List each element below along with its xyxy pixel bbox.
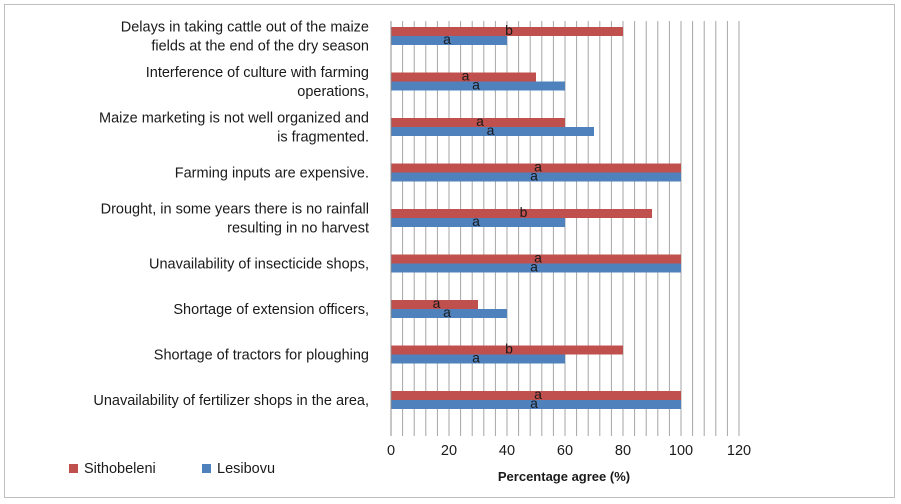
significance-letter: b: [520, 204, 528, 220]
bar-sithobeleni: [391, 27, 623, 36]
legend-label-lesibovu: Lesibovu: [217, 461, 275, 477]
bar-lesibovu: [391, 400, 681, 409]
category-label: Shortage of extension officers,: [173, 302, 369, 318]
category-label: Unavailability of insecticide shops,: [149, 257, 369, 273]
x-axis-title: Percentage agree (%): [498, 469, 630, 484]
significance-letter: a: [530, 395, 538, 411]
x-tick-label: 40: [499, 443, 515, 459]
legend: Sithobeleni Lesibovu: [69, 461, 275, 477]
category-label: Shortage of tractors for ploughing: [154, 348, 369, 364]
x-tick-labels: 0 20 40 60 80 100 120: [387, 443, 751, 459]
significance-letter: a: [472, 213, 480, 229]
bar-lesibovu: [391, 36, 507, 45]
bar-lesibovu: [391, 127, 594, 136]
bar-sithobeleni: [391, 118, 565, 127]
bar-lesibovu: [391, 81, 565, 91]
bar-sithobeleni: [391, 254, 681, 264]
significance-letter: a: [462, 68, 470, 84]
category-label: Interference of culture with farming: [146, 65, 369, 81]
category-label: Maize marketing is not well organized an…: [99, 111, 369, 127]
significance-letter: a: [534, 386, 542, 402]
category-label: Drought, in some years there is no rainf…: [101, 202, 369, 218]
category-label: is fragmented.: [277, 130, 369, 146]
category-label: fields at the end of the dry season: [151, 39, 369, 55]
significance-letter: a: [472, 77, 480, 93]
significance-letter: b: [505, 22, 513, 38]
bar-lesibovu: [391, 354, 565, 364]
significance-letter: a: [534, 250, 542, 266]
significance-letter: a: [472, 350, 480, 366]
legend-label-sithobeleni: Sithobeleni: [84, 461, 156, 477]
bar-sithobeleni: [391, 163, 681, 173]
category-label: resulting in no harvest: [227, 221, 369, 237]
bars: [391, 27, 681, 409]
significance-letter: a: [476, 113, 484, 129]
category-label: Unavailability of fertilizer shops in th…: [93, 393, 369, 409]
bar-lesibovu: [391, 309, 507, 318]
x-tick-label: 100: [669, 443, 693, 459]
bar-sithobeleni: [391, 72, 536, 82]
category-labels: Delays in taking cattle out of the maize…: [93, 20, 369, 410]
significance-letter: b: [505, 341, 513, 357]
bar-sithobeleni: [391, 300, 478, 309]
legend-swatch-sithobeleni: [69, 464, 78, 473]
x-tick-label: 60: [557, 443, 573, 459]
significance-letter: a: [530, 168, 538, 184]
legend-swatch-lesibovu: [202, 464, 211, 473]
x-tick-label: 80: [615, 443, 631, 459]
x-tick-label: 20: [441, 443, 457, 459]
bar-lesibovu: [391, 263, 681, 273]
bar-sithobeleni: [391, 209, 652, 218]
bar-sithobeleni: [391, 391, 681, 400]
significance-letter: a: [487, 122, 495, 138]
category-label: operations,: [297, 84, 369, 100]
bar-lesibovu: [391, 218, 565, 227]
significance-letter: a: [443, 31, 451, 47]
bar-lesibovu: [391, 172, 681, 182]
bar-sithobeleni: [391, 345, 623, 355]
category-label: Farming inputs are expensive.: [175, 166, 369, 182]
significance-letter: a: [530, 259, 538, 275]
x-tick-label: 0: [387, 443, 395, 459]
significance-letter: a: [443, 304, 451, 320]
significance-letter: a: [433, 295, 441, 311]
significance-letter: a: [534, 159, 542, 175]
x-tick-label: 120: [727, 443, 751, 459]
category-label: Delays in taking cattle out of the maize: [121, 20, 369, 36]
